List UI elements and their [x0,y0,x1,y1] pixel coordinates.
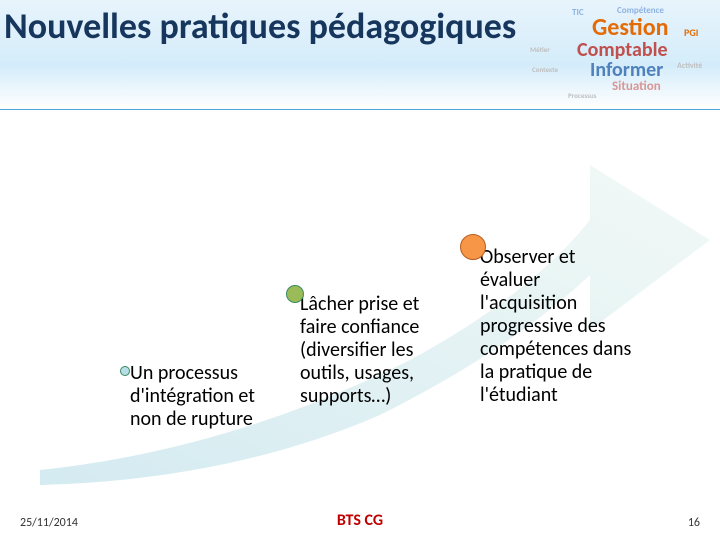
wordcloud-word: Processus [568,92,596,99]
bullet-dot-1 [120,366,130,376]
wordcloud: GestionComptableInformerSituation Compéte… [522,6,712,101]
wordcloud-word: PGI [684,28,698,38]
bullet-dot-3 [460,234,486,260]
wordcloud-word: Métier [530,46,550,53]
wordcloud-word: Compétence [617,6,664,15]
bullet-text-2: Lâcher prise et faire confiance (diversi… [300,293,445,408]
wordcloud-word: Informer [590,60,663,80]
footer-center: BTS CG [337,511,383,530]
wordcloud-word: Situation [612,80,661,93]
wordcloud-word: TIC [572,8,584,17]
bullet-text-1: Un processus d'intégration et non de rup… [130,362,275,431]
slide-title: Nouvelles pratiques pédagogiques [4,6,516,47]
wordcloud-word: Comptable [577,40,668,60]
wordcloud-word: Contexte [532,66,558,73]
wordcloud-word: Gestion [592,16,669,40]
bullet-dot-2 [286,285,304,303]
footer-page: 16 [688,516,700,530]
footer-date: 25/11/2014 [20,516,78,530]
bullet-text-3: Observer et évaluer l'acquisition progre… [480,246,635,407]
wordcloud-word: Activité [677,62,702,70]
